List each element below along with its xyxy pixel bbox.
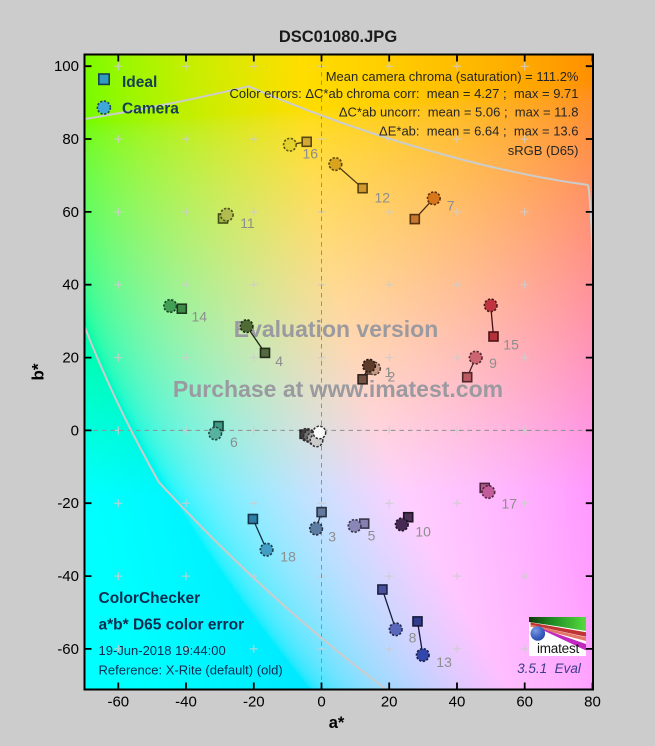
svg-text:imatest: imatest (537, 641, 580, 656)
svg-text:15: 15 (503, 337, 519, 353)
svg-text:20: 20 (381, 694, 398, 711)
svg-text:2: 2 (388, 369, 396, 385)
svg-text:11: 11 (240, 215, 255, 231)
svg-text:Ideal: Ideal (122, 74, 157, 91)
svg-text:3: 3 (328, 529, 336, 545)
svg-text:Mean camera chroma (saturation: Mean camera chroma (saturation) = 111.2% (326, 69, 579, 84)
svg-text:-20: -20 (243, 694, 265, 711)
svg-text:Color errors: ΔC*ab chroma cor: Color errors: ΔC*ab chroma corr: mean = … (230, 86, 579, 101)
svg-text:5: 5 (368, 528, 376, 544)
svg-text:60: 60 (516, 694, 533, 711)
svg-text:17: 17 (502, 496, 518, 512)
svg-text:ΔE*ab: mean = 6.64 ; max = 1: ΔE*ab: mean = 6.64 ; max = 13.6 (379, 124, 578, 139)
svg-text:13: 13 (436, 654, 452, 670)
svg-text:-40: -40 (57, 568, 79, 585)
svg-text:Evaluation version: Evaluation version (234, 316, 439, 342)
svg-text:14: 14 (192, 308, 208, 324)
svg-text:1: 1 (385, 364, 393, 380)
svg-text:-60: -60 (107, 694, 129, 711)
svg-text:80: 80 (62, 131, 79, 148)
svg-text:-40: -40 (175, 694, 197, 711)
svg-text:-20: -20 (57, 495, 79, 512)
svg-text:40: 40 (449, 694, 466, 711)
svg-text:10: 10 (415, 523, 431, 539)
svg-text:12: 12 (375, 189, 391, 205)
svg-text:3.5.1 Eval: 3.5.1 Eval (517, 661, 582, 676)
svg-text:80: 80 (584, 694, 601, 711)
svg-text:8: 8 (409, 630, 417, 646)
svg-text:Purchase at www.imatest.com: Purchase at www.imatest.com (173, 376, 503, 402)
svg-text:0: 0 (71, 422, 79, 439)
svg-text:a*b* D65 color error: a*b* D65 color error (99, 617, 245, 634)
svg-text:a*: a* (329, 714, 345, 732)
svg-text:6: 6 (230, 434, 238, 450)
svg-text:b*: b* (29, 363, 48, 380)
svg-text:19-Jun-2018 19:44:00: 19-Jun-2018 19:44:00 (99, 643, 226, 658)
svg-text:DSC01080.JPG: DSC01080.JPG (279, 28, 397, 46)
svg-text:7: 7 (447, 198, 455, 214)
svg-text:9: 9 (489, 355, 497, 371)
svg-text:-60: -60 (57, 641, 79, 658)
svg-text:Camera: Camera (122, 101, 179, 118)
svg-text:20: 20 (62, 350, 79, 367)
svg-text:ColorChecker: ColorChecker (99, 590, 201, 607)
svg-text:4: 4 (275, 353, 283, 369)
svg-text:60: 60 (62, 204, 79, 221)
svg-text:Reference: X-Rite (default) (o: Reference: X-Rite (default) (old) (99, 663, 283, 678)
svg-text:ΔC*ab uncorr: mean = 5.06 ;: ΔC*ab uncorr: mean = 5.06 ; max = 11.8 (339, 105, 579, 120)
svg-text:16: 16 (303, 146, 319, 162)
svg-text:18: 18 (280, 549, 296, 565)
svg-text:40: 40 (62, 277, 79, 294)
svg-text:100: 100 (54, 58, 79, 75)
svg-text:0: 0 (317, 694, 325, 711)
svg-text:sRGB (D65): sRGB (D65) (508, 143, 579, 158)
